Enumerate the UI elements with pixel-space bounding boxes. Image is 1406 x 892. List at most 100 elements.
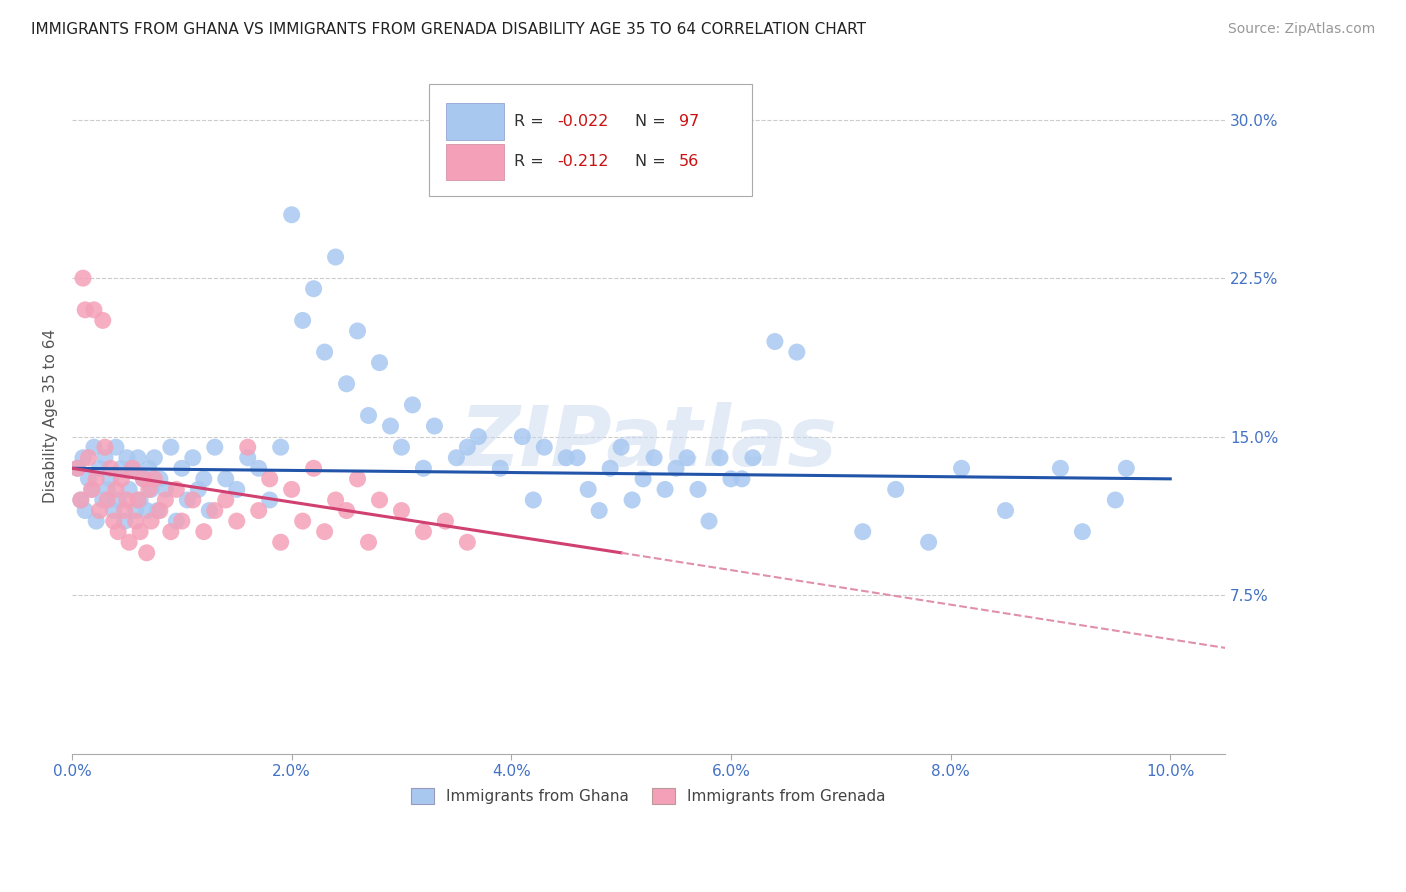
Text: 97: 97	[679, 114, 699, 128]
Point	[346, 472, 368, 486]
Point	[314, 345, 336, 359]
Point	[77, 450, 100, 465]
Text: -0.022: -0.022	[558, 114, 609, 128]
Point	[84, 472, 107, 486]
Point	[533, 440, 555, 454]
Point	[125, 514, 148, 528]
Point	[786, 345, 808, 359]
Point	[368, 356, 391, 370]
Point	[204, 503, 226, 517]
Point	[522, 493, 544, 508]
Point	[215, 493, 238, 508]
Point	[1104, 493, 1126, 508]
Point	[129, 493, 152, 508]
Point	[121, 461, 143, 475]
Point	[132, 472, 155, 486]
Point	[181, 493, 204, 508]
Point	[118, 483, 141, 497]
Point	[160, 440, 183, 454]
Point	[115, 493, 138, 508]
Point	[1115, 461, 1137, 475]
Point	[89, 503, 111, 517]
Text: IMMIGRANTS FROM GHANA VS IMMIGRANTS FROM GRENADA DISABILITY AGE 35 TO 64 CORRELA: IMMIGRANTS FROM GHANA VS IMMIGRANTS FROM…	[31, 22, 866, 37]
Point	[103, 503, 125, 517]
Point	[357, 409, 380, 423]
Point	[346, 324, 368, 338]
Point	[187, 483, 209, 497]
Point	[84, 514, 107, 528]
Text: 56: 56	[679, 154, 699, 169]
Point	[66, 461, 89, 475]
Point	[259, 493, 281, 508]
Point	[456, 440, 478, 454]
Point	[115, 450, 138, 465]
Point	[236, 450, 259, 465]
Point	[884, 483, 907, 497]
Point	[80, 483, 103, 497]
Point	[621, 493, 644, 508]
Point	[75, 503, 97, 517]
Point	[1049, 461, 1071, 475]
FancyBboxPatch shape	[446, 144, 505, 180]
Point	[446, 450, 468, 465]
Point	[104, 483, 127, 497]
Point	[950, 461, 973, 475]
Point	[576, 483, 599, 497]
Point	[89, 461, 111, 475]
Point	[236, 440, 259, 454]
Point	[143, 450, 166, 465]
Point	[412, 461, 434, 475]
Point	[325, 250, 347, 264]
Point	[103, 514, 125, 528]
Point	[176, 493, 198, 508]
Point	[610, 440, 633, 454]
Point	[155, 483, 177, 497]
Point	[434, 514, 457, 528]
Point	[280, 483, 302, 497]
Point	[165, 483, 187, 497]
Point	[270, 535, 292, 549]
Point	[994, 503, 1017, 517]
Point	[132, 472, 155, 486]
Point	[96, 493, 118, 508]
Point	[588, 503, 610, 517]
Point	[135, 503, 157, 517]
Point	[135, 546, 157, 560]
Point	[69, 493, 91, 508]
Point	[72, 450, 94, 465]
Point	[259, 472, 281, 486]
Point	[110, 461, 132, 475]
Point	[107, 493, 129, 508]
Point	[731, 472, 754, 486]
Point	[118, 535, 141, 549]
Text: Source: ZipAtlas.com: Source: ZipAtlas.com	[1227, 22, 1375, 37]
Point	[291, 313, 314, 327]
Text: ZIPatlas: ZIPatlas	[460, 402, 838, 483]
Point	[380, 419, 402, 434]
Point	[149, 472, 172, 486]
Point	[1071, 524, 1094, 539]
Point	[114, 514, 136, 528]
Point	[114, 503, 136, 517]
Point	[91, 493, 114, 508]
Point	[555, 450, 578, 465]
Point	[643, 450, 665, 465]
Text: N =: N =	[634, 154, 671, 169]
Point	[127, 493, 149, 508]
FancyBboxPatch shape	[446, 103, 505, 140]
Point	[368, 493, 391, 508]
Point	[125, 503, 148, 517]
Point	[247, 503, 270, 517]
Point	[423, 419, 446, 434]
Point	[467, 429, 489, 443]
Point	[204, 440, 226, 454]
Point	[302, 461, 325, 475]
Point	[567, 450, 589, 465]
Point	[280, 208, 302, 222]
Point	[170, 514, 193, 528]
Point	[391, 503, 413, 517]
Legend: Immigrants from Ghana, Immigrants from Grenada: Immigrants from Ghana, Immigrants from G…	[402, 780, 896, 814]
Point	[325, 493, 347, 508]
Point	[412, 524, 434, 539]
Point	[160, 524, 183, 539]
